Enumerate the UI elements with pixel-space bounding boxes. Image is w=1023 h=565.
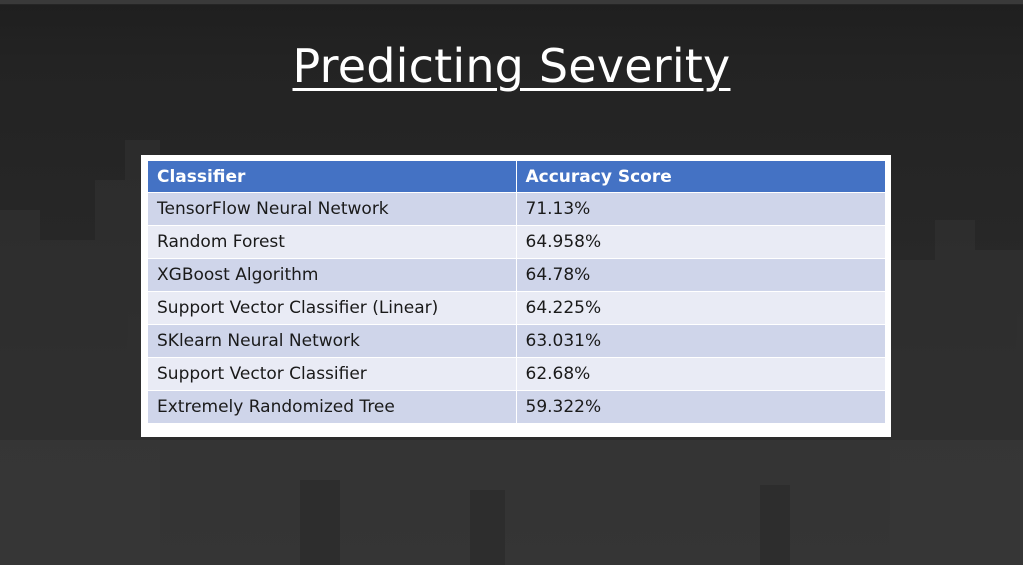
table-row: Random Forest 64.958% (148, 225, 885, 259)
classifier-cell: Support Vector Classifier (148, 357, 517, 391)
table-header-row: Classifier Accuracy Score (148, 161, 885, 193)
top-border (0, 0, 1023, 4)
classifier-cell: Support Vector Classifier (Linear) (148, 291, 517, 325)
classifier-cell: Random Forest (148, 225, 517, 259)
classifier-accuracy-table: Classifier Accuracy Score TensorFlow Neu… (148, 161, 885, 423)
accuracy-cell: 62.68% (516, 357, 885, 391)
accuracy-cell: 71.13% (516, 192, 885, 226)
classifier-cell: Extremely Randomized Tree (148, 390, 517, 423)
accuracy-cell: 64.958% (516, 225, 885, 259)
accuracy-cell: 63.031% (516, 324, 885, 358)
table-row: TensorFlow Neural Network 71.13% (148, 192, 885, 226)
table-row: SKlearn Neural Network 63.031% (148, 324, 885, 358)
accuracy-cell: 59.322% (516, 390, 885, 423)
table-row: XGBoost Algorithm 64.78% (148, 258, 885, 292)
table-row: Support Vector Classifier (Linear) 64.22… (148, 291, 885, 325)
table-row: Extremely Randomized Tree 59.322% (148, 390, 885, 423)
classifier-cell: SKlearn Neural Network (148, 324, 517, 358)
accuracy-cell: 64.78% (516, 258, 885, 292)
slide-title: Predicting Severity (292, 39, 731, 93)
accuracy-cell: 64.225% (516, 291, 885, 325)
classifier-cell: TensorFlow Neural Network (148, 192, 517, 226)
classifier-cell: XGBoost Algorithm (148, 258, 517, 292)
header-classifier: Classifier (148, 161, 517, 193)
results-table-frame: Classifier Accuracy Score TensorFlow Neu… (141, 155, 891, 437)
table-row: Support Vector Classifier 62.68% (148, 357, 885, 391)
header-accuracy-score: Accuracy Score (516, 161, 885, 193)
